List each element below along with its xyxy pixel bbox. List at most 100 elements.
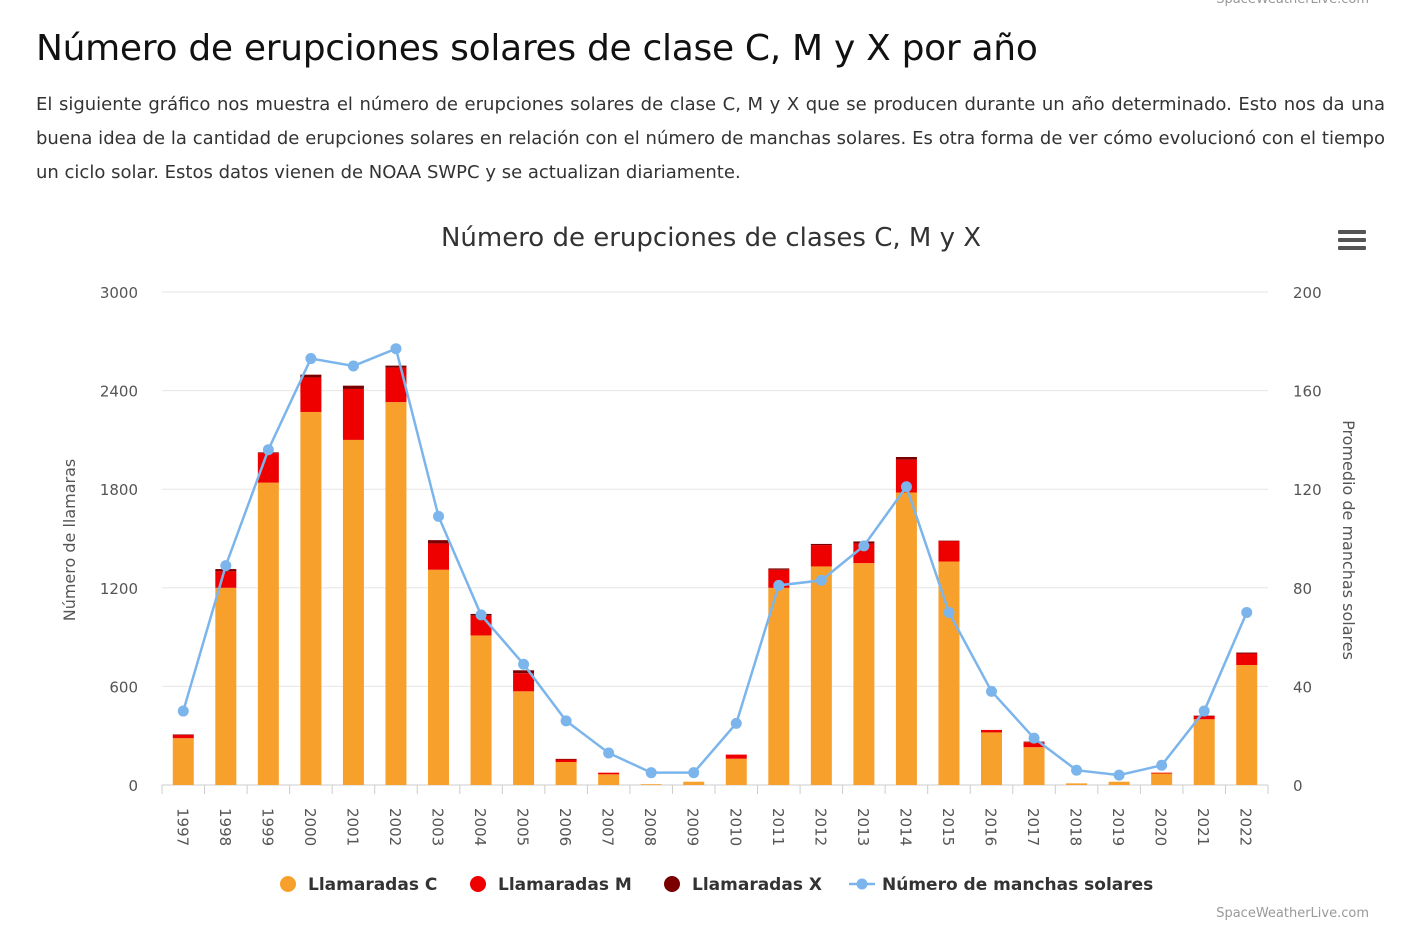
legend-marker-llamaradas-c[interactable]	[280, 876, 296, 892]
x-tick-label: 2015	[939, 808, 957, 846]
y2-tick-label: 0	[1293, 777, 1303, 795]
bar-llamaradas-m	[513, 673, 535, 692]
bar-llamaradas-x	[428, 540, 449, 544]
sunspot-point	[900, 481, 912, 493]
bar-llamaradas-m	[853, 543, 875, 564]
bar-llamaradas-x	[513, 670, 535, 674]
bar-llamaradas-c	[470, 635, 492, 785]
bar-llamaradas-m	[300, 377, 322, 412]
bar-llamaradas-c	[428, 569, 449, 785]
chart-title: Número de erupciones de clases C, M y X	[441, 223, 981, 253]
sunspot-point	[645, 767, 657, 779]
bar-llamaradas-c	[215, 587, 237, 785]
bar-llamaradas-m	[768, 569, 790, 588]
y2-tick-label: 80	[1293, 580, 1312, 598]
bar-llamaradas-m	[895, 459, 917, 493]
bar-llamaradas-c	[810, 566, 832, 785]
x-tick-label: 2019	[1109, 808, 1127, 846]
bar-llamaradas-x	[555, 758, 577, 760]
x-tick-label: 1998	[216, 808, 234, 846]
bar-llamaradas-m	[1151, 772, 1173, 774]
bar-llamaradas-x	[342, 385, 364, 389]
sunspot-point	[815, 574, 827, 586]
legend-label-llamaradas-c[interactable]: Llamaradas C	[308, 875, 437, 895]
bar-llamaradas-m	[428, 543, 449, 570]
sunspot-point	[305, 353, 317, 365]
bar-llamaradas-x	[768, 568, 790, 570]
sunspot-point	[347, 360, 359, 372]
bar-llamaradas-x	[810, 543, 832, 546]
bar-llamaradas-c	[1066, 783, 1088, 785]
sunspot-point	[1198, 705, 1210, 717]
bar-llamaradas-x	[172, 734, 194, 735]
y2-tick-label: 200	[1293, 284, 1322, 302]
bar-llamaradas-c	[1193, 719, 1215, 785]
bar-llamaradas-c	[172, 738, 194, 785]
bar-llamaradas-m	[342, 388, 364, 440]
bar-llamaradas-c	[257, 482, 279, 785]
bar-llamaradas-x	[1236, 652, 1258, 654]
sunspot-point	[688, 767, 700, 779]
x-tick-label: 2005	[514, 808, 532, 846]
y-tick-label: 2400	[100, 383, 138, 401]
legend-marker-llamaradas-m[interactable]	[470, 876, 486, 892]
bar-llamaradas-c	[938, 561, 960, 785]
sunspot-point	[1028, 732, 1040, 744]
bar-llamaradas-c	[895, 492, 917, 785]
sunspot-point	[1113, 769, 1125, 781]
legend-label-llamaradas-x[interactable]: Llamaradas X	[692, 875, 822, 895]
bar-llamaradas-x	[300, 374, 322, 378]
sunspot-point	[858, 540, 870, 552]
y-tick-label: 600	[109, 678, 138, 696]
y-tick-label: 0	[128, 777, 138, 795]
bar-llamaradas-c	[555, 761, 577, 785]
sunspot-point	[262, 444, 274, 456]
x-tick-label: 2002	[386, 808, 404, 846]
sunspot-line	[182, 346, 1248, 777]
sunspot-point	[475, 609, 487, 621]
flare-chart: Número de erupciones de clases C, M y X 0…	[60, 223, 1358, 895]
y-tick-label: 1800	[100, 481, 138, 499]
legend-marker-número-de-manchas-solares[interactable]	[856, 878, 868, 890]
bar-llamaradas-m	[172, 734, 194, 739]
bar-llamaradas-m	[725, 754, 747, 759]
bar-llamaradas-c	[1108, 781, 1130, 785]
sunspot-point	[773, 579, 785, 591]
sunspot-point	[518, 658, 530, 670]
bar-llamaradas-m	[385, 367, 407, 403]
bar-llamaradas-c	[981, 732, 1002, 785]
sunspot-point	[986, 685, 997, 697]
x-tick-label: 1997	[173, 808, 191, 846]
sunspot-point	[730, 717, 742, 729]
watermark-bottom: SpaceWeatherLive.com	[1216, 906, 1369, 921]
sunspot-point	[560, 715, 572, 727]
legend-marker-llamaradas-x[interactable]	[664, 876, 680, 892]
y2-tick-label: 40	[1293, 678, 1312, 696]
bar-llamaradas-c	[853, 563, 875, 785]
x-tick-label: 2021	[1194, 808, 1212, 846]
x-tick-label: 2016	[982, 808, 1000, 846]
intro-paragraph: El siguiente gráfico nos muestra el núme…	[36, 94, 1385, 183]
bar-llamaradas-c	[1236, 665, 1258, 785]
x-tick-label: 2009	[684, 808, 702, 846]
bar-llamaradas-m	[555, 759, 577, 762]
x-tick-label: 2018	[1067, 808, 1085, 846]
x-tick-label: 1999	[258, 808, 276, 846]
bar-llamaradas-m	[810, 545, 832, 567]
watermark-top: SpaceWeatherLive.com	[1216, 0, 1369, 7]
bar-llamaradas-m	[938, 540, 960, 562]
sunspot-point	[1241, 606, 1253, 618]
legend-label-número-de-manchas-solares[interactable]: Número de manchas solares	[882, 875, 1153, 895]
hamburger-menu-icon[interactable]	[1338, 230, 1366, 254]
bar-llamaradas-m	[1236, 653, 1258, 666]
bar-llamaradas-x	[938, 540, 960, 542]
legend-label-llamaradas-m[interactable]: Llamaradas M	[498, 875, 632, 895]
x-tick-label: 2012	[811, 808, 829, 846]
y2-axis-title: Promedio de manchas solares	[1339, 420, 1358, 660]
bar-llamaradas-c	[598, 774, 620, 785]
x-tick-label: 2020	[1152, 808, 1170, 846]
bar-llamaradas-m	[598, 772, 620, 775]
bar-llamaradas-c	[725, 758, 747, 785]
x-tick-label: 2000	[301, 808, 319, 846]
bar-llamaradas-c	[1151, 773, 1173, 785]
